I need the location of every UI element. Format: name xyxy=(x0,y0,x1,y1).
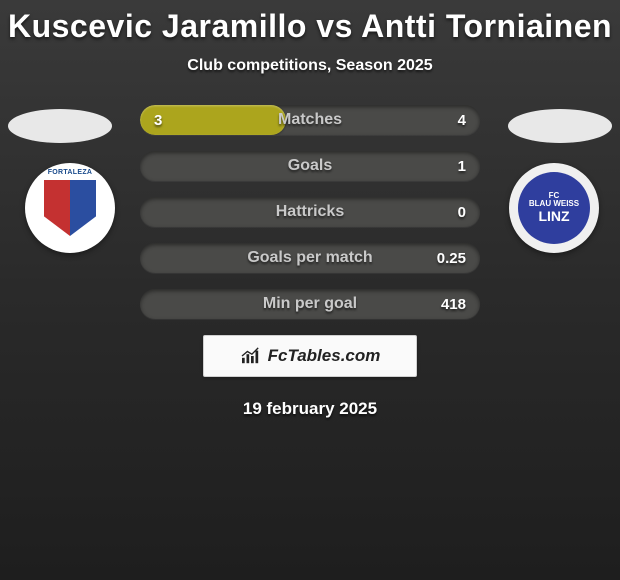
page-title: Kuscevic Jaramillo vs Antti Torniainen xyxy=(0,8,620,45)
subtitle: Club competitions, Season 2025 xyxy=(0,57,620,75)
stat-row-matches: 34Matches xyxy=(140,105,480,135)
club-badge-right-line3: LINZ xyxy=(538,209,569,224)
stat-row-goals_per_match: 0.25Goals per match xyxy=(140,243,480,273)
brand-text: FcTables.com xyxy=(268,346,381,366)
stat-label: Matches xyxy=(140,105,480,135)
country-flag-right xyxy=(508,109,612,143)
club-badge-left: FORTALEZA xyxy=(25,163,115,253)
stat-label: Goals xyxy=(140,151,480,181)
stats-area: FORTALEZA FC BLAU WEISS LINZ 34Matches 1G… xyxy=(0,105,620,419)
stat-label: Min per goal xyxy=(140,289,480,319)
stat-label: Goals per match xyxy=(140,243,480,273)
country-flag-left xyxy=(8,109,112,143)
chart-icon xyxy=(240,347,262,365)
brand-box: FcTables.com xyxy=(203,335,417,377)
stat-row-goals: 1Goals xyxy=(140,151,480,181)
stat-label: Hattricks xyxy=(140,197,480,227)
stat-row-min_per_goal: 418Min per goal xyxy=(140,289,480,319)
club-badge-right: FC BLAU WEISS LINZ xyxy=(509,163,599,253)
comparison-card: Kuscevic Jaramillo vs Antti Torniainen C… xyxy=(0,0,620,580)
club-badge-left-text: FORTALEZA xyxy=(25,169,115,176)
stat-row-hattricks: 0Hattricks xyxy=(140,197,480,227)
date-text: 19 february 2025 xyxy=(0,399,620,419)
